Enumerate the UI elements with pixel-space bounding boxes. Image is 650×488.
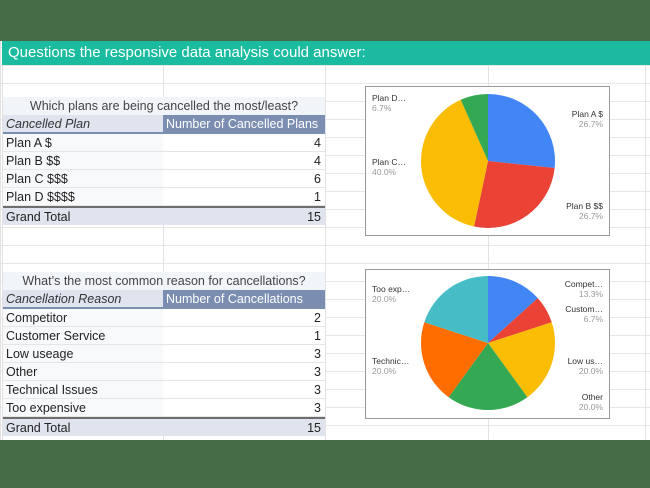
row-label[interactable]: Other: [3, 363, 163, 380]
table-row[interactable]: Plan B $$ 4: [3, 152, 325, 170]
row-label[interactable]: Competitor: [3, 309, 163, 326]
table-row[interactable]: Plan A $ 4: [3, 134, 325, 152]
grand-total-value: 15: [307, 421, 321, 435]
pie-slice[interactable]: [488, 276, 538, 343]
pie-slice[interactable]: [488, 94, 555, 169]
slice-label-too-expensive: Too exp… 20.0%: [372, 284, 411, 304]
row-label[interactable]: Plan C $$$: [3, 170, 163, 187]
row-value[interactable]: 3: [163, 363, 325, 380]
table-caption: Which plans are being cancelled the most…: [3, 97, 325, 115]
row-value[interactable]: 6: [163, 170, 325, 187]
row-label[interactable]: Plan B $$: [3, 152, 163, 169]
pie-graphic: [421, 94, 555, 228]
grand-total-label: Grand Total: [6, 210, 71, 224]
cancelled-plans-pie-chart[interactable]: Plan D… 6.7% Plan C… 40.0% Plan A $26.7% P…: [365, 86, 610, 236]
grand-total-row[interactable]: Grand Total 15: [3, 206, 325, 225]
section-banner[interactable]: Questions the responsive data analysis c…: [2, 41, 650, 65]
cancelled-plans-pivot-table[interactable]: Which plans are being cancelled the most…: [3, 97, 325, 225]
table-caption: What’s the most common reason for cancel…: [3, 272, 325, 290]
row-value[interactable]: 1: [163, 188, 325, 205]
row-value[interactable]: 4: [163, 134, 325, 151]
slice-label-plan-d: Plan D… 6.7%: [372, 93, 407, 113]
pie-slice[interactable]: [421, 99, 488, 227]
table-row[interactable]: Low useage 3: [3, 345, 325, 363]
slice-label-low-useage: Low us… 20.0%: [567, 356, 603, 376]
column-header-count[interactable]: Number of Cancelled Plans: [163, 115, 325, 132]
table-row[interactable]: Plan C $$$ 6: [3, 170, 325, 188]
slice-label-customer-service: Custom… 6.7%: [565, 304, 603, 324]
slice-label-technical-issues: Technic… 20.0%: [372, 356, 410, 376]
pie-slice[interactable]: [448, 343, 528, 410]
table-row[interactable]: Technical Issues 3: [3, 381, 325, 399]
pie-slice[interactable]: [424, 276, 488, 343]
row-value[interactable]: 1: [163, 327, 325, 344]
row-label[interactable]: Technical Issues: [3, 381, 163, 398]
grand-total-label: Grand Total: [6, 421, 71, 435]
row-label[interactable]: Customer Service: [3, 327, 163, 344]
grid-line: [2, 41, 3, 440]
column-header-count[interactable]: Number of Cancellations: [163, 290, 325, 307]
row-value[interactable]: 3: [163, 381, 325, 398]
grid-line: [645, 41, 646, 440]
row-label[interactable]: Too expensive: [3, 399, 163, 416]
slice-label-plan-b: Plan B $$ 26.7%: [566, 201, 603, 221]
slice-label-competitor: Compet… 13.3%: [564, 279, 603, 299]
column-header-cancelled-plan[interactable]: Cancelled Plan: [3, 115, 163, 132]
grid-line: [325, 41, 326, 440]
row-label[interactable]: Plan A $: [3, 134, 163, 151]
row-value[interactable]: 3: [163, 345, 325, 362]
row-value[interactable]: 3: [163, 399, 325, 416]
row-value[interactable]: 4: [163, 152, 325, 169]
pie-slice[interactable]: [460, 94, 488, 161]
pie-slice[interactable]: [421, 322, 488, 398]
column-header-cancellation-reason[interactable]: Cancellation Reason: [3, 290, 163, 307]
slice-label-plan-a: Plan A $26.7%: [571, 109, 603, 129]
slice-label-plan-c: Plan C… 40.0%: [372, 157, 407, 177]
grand-total-row[interactable]: Grand Total 15: [3, 417, 325, 436]
pie-slice[interactable]: [474, 161, 555, 228]
row-label[interactable]: Plan D $$$$: [3, 188, 163, 205]
table-header: Cancelled Plan Number of Cancelled Plans: [3, 115, 325, 134]
row-value[interactable]: 2: [163, 309, 325, 326]
table-row[interactable]: Competitor 2: [3, 309, 325, 327]
spreadsheet-area[interactable]: Questions the responsive data analysis c…: [0, 41, 650, 440]
grid-line: [163, 41, 164, 440]
table-row[interactable]: Too expensive 3: [3, 399, 325, 417]
cancellation-reasons-pie-chart[interactable]: Too exp… 20.0% Technic… 20.0% Compet… 13.3%…: [365, 269, 610, 419]
pie-slice[interactable]: [488, 322, 555, 398]
table-row[interactable]: Customer Service 1: [3, 327, 325, 345]
pie-graphic: [421, 276, 555, 410]
table-row[interactable]: Plan D $$$$ 1: [3, 188, 325, 206]
grand-total-value: 15: [307, 210, 321, 224]
table-header: Cancellation Reason Number of Cancellati…: [3, 290, 325, 309]
grid-line: [488, 41, 489, 440]
table-row[interactable]: Other 3: [3, 363, 325, 381]
slice-label-other: Other 20.0%: [578, 392, 603, 412]
cancellation-reasons-pivot-table[interactable]: What’s the most common reason for cancel…: [3, 272, 325, 436]
row-label[interactable]: Low useage: [3, 345, 163, 362]
pie-slice[interactable]: [488, 298, 552, 343]
